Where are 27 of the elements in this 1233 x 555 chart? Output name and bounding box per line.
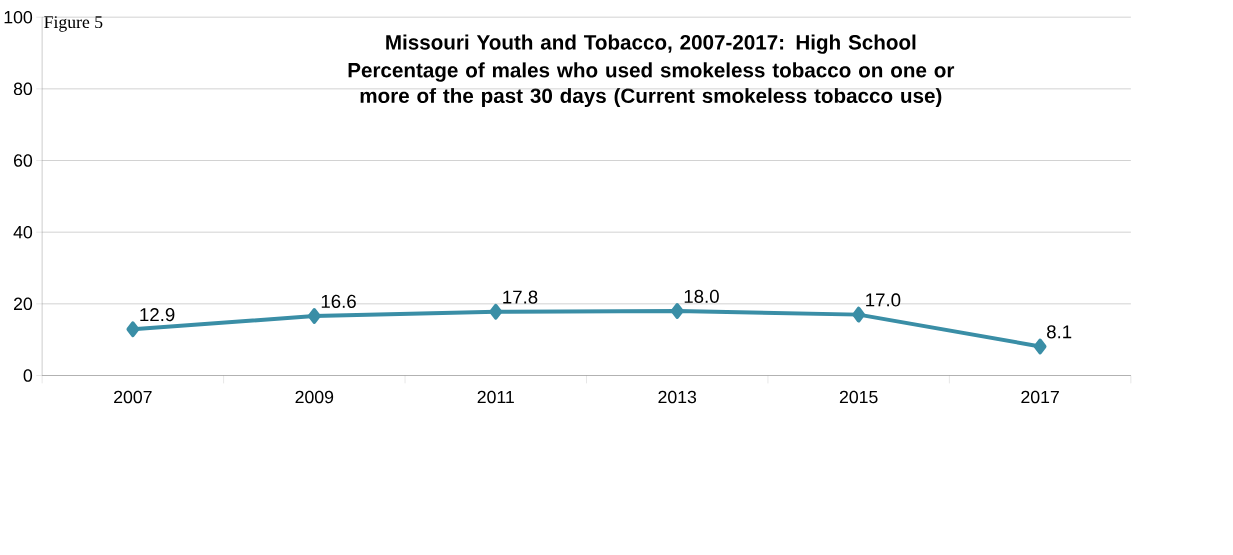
point xyxy=(307,308,321,325)
x-tick-label: 2013 xyxy=(658,390,697,404)
point xyxy=(489,304,503,320)
point xyxy=(126,321,140,338)
data-label: 12.9 xyxy=(140,308,175,322)
x-tick-label: 2007 xyxy=(114,390,152,404)
data-label: 17.8 xyxy=(503,290,538,304)
text: Missouri Youth and Tobacco, 2007-2017: High School xyxy=(386,34,916,54)
data-label: 16.6 xyxy=(321,294,356,309)
y-tick-label: 40 xyxy=(13,226,33,239)
data-label: 17.0 xyxy=(866,293,901,307)
y-tick-label: 20 xyxy=(14,297,33,311)
x-tick-label: 2015 xyxy=(839,390,878,404)
data-label: 18.0 xyxy=(684,289,719,304)
x-tick-label: 2009 xyxy=(295,390,334,404)
point xyxy=(852,306,866,323)
data-label: 8.1 xyxy=(1047,325,1072,339)
y-tick-label: 100 xyxy=(4,11,33,24)
x-tick-label: 2017 xyxy=(1021,390,1059,404)
y-tick-label: 80 xyxy=(13,82,33,96)
x-tick-label: 2011 xyxy=(477,390,514,404)
point xyxy=(1033,338,1047,355)
point xyxy=(670,303,684,320)
y-tick-label: 60 xyxy=(14,154,33,167)
annotation: Figure 5 xyxy=(44,16,103,32)
y-tick-label: 0 xyxy=(23,369,33,382)
text: Percentage of males who used smokeless tobacco on one or more of the past 30 days (Current smokeless tobacco use) xyxy=(348,62,955,108)
